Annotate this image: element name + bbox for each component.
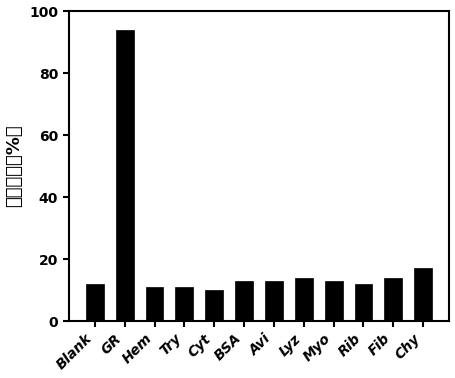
Bar — [205, 290, 223, 321]
Bar — [414, 268, 432, 321]
Bar — [146, 287, 163, 321]
Bar — [325, 281, 343, 321]
Y-axis label: 荧光强度（%）: 荧光强度（%） — [5, 125, 24, 208]
Bar — [384, 278, 402, 321]
Bar — [265, 281, 283, 321]
Bar — [295, 278, 313, 321]
Bar — [235, 281, 253, 321]
Bar — [86, 284, 104, 321]
Bar — [116, 29, 134, 321]
Bar — [175, 287, 193, 321]
Bar — [354, 284, 373, 321]
